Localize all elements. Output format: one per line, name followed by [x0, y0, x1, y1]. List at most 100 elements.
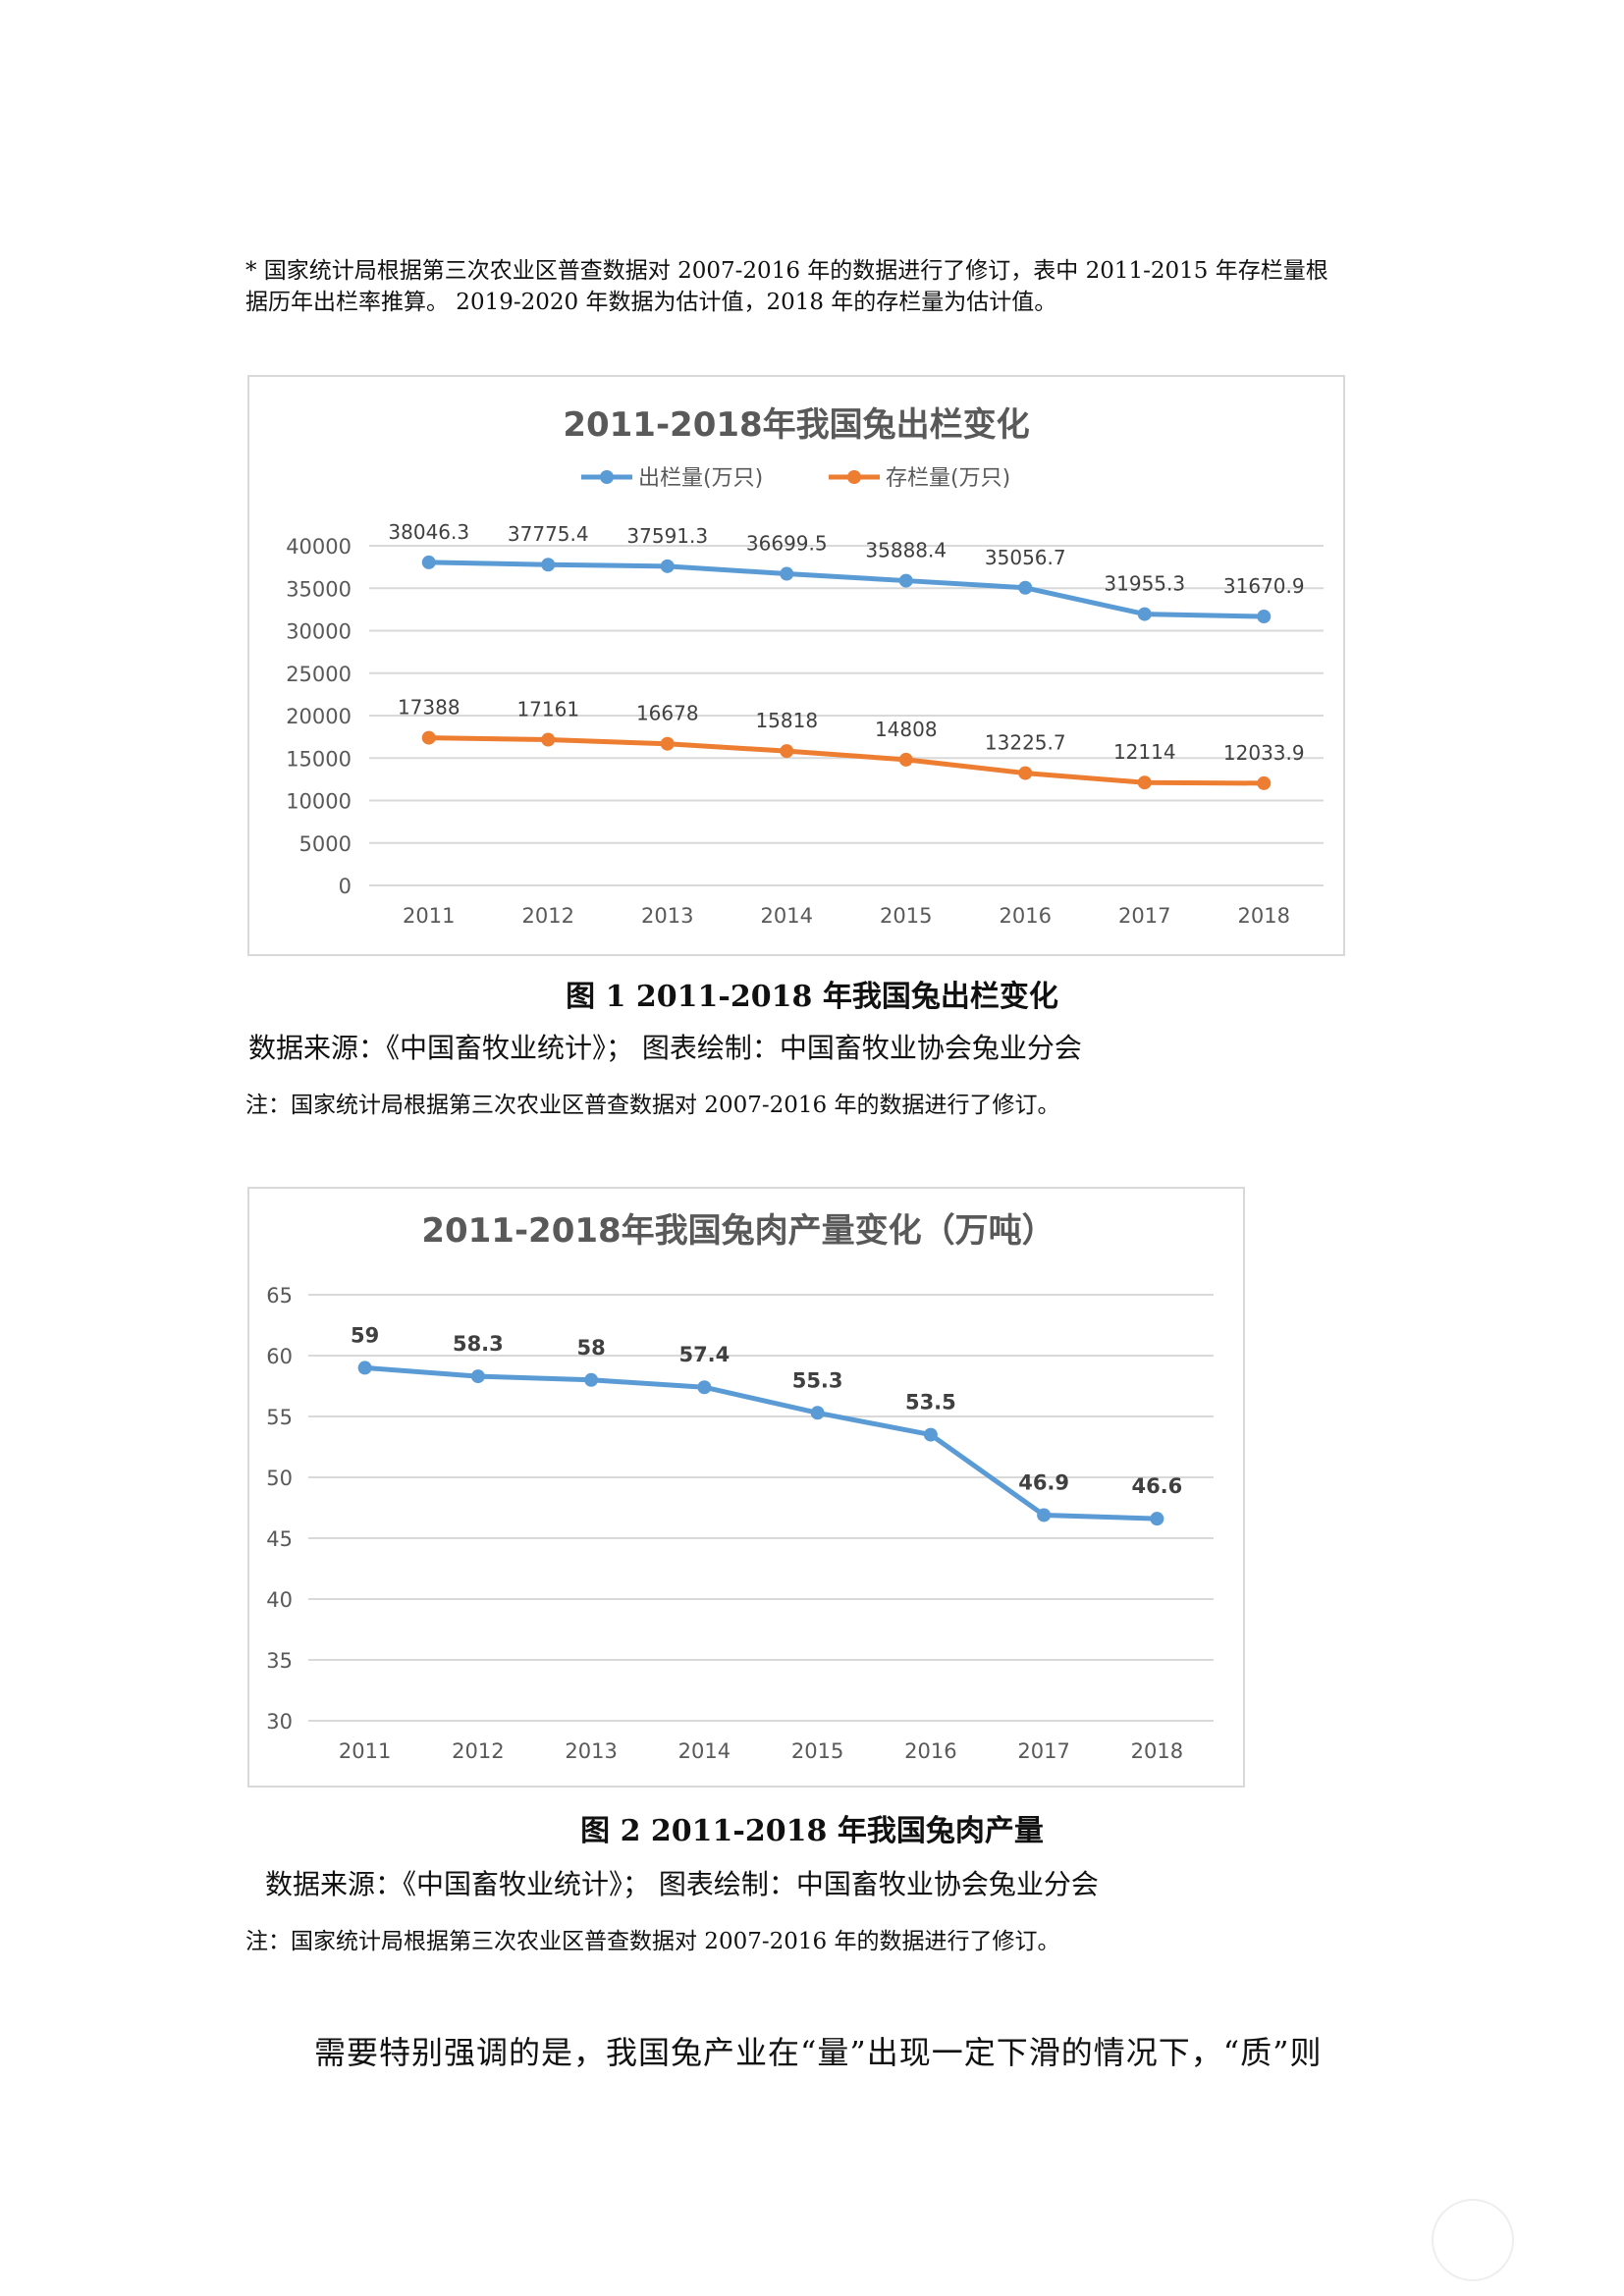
chart1-point — [1137, 607, 1152, 621]
chart1-data-label: 13225.7 — [985, 731, 1066, 755]
chart2-point — [357, 1361, 372, 1375]
chart1-legend-label: 存栏量(万只) — [886, 466, 1010, 491]
chart2-point — [810, 1406, 825, 1420]
chart2-ytick-label: 60 — [266, 1345, 293, 1368]
chart2-xtick-label: 2011 — [339, 1739, 391, 1763]
chart2-xtick-label: 2016 — [904, 1739, 956, 1763]
chart2-data-label: 58.3 — [453, 1332, 504, 1356]
chart2-xtick-label: 2014 — [678, 1739, 731, 1763]
chart1-point — [898, 752, 913, 767]
chart2-point — [697, 1380, 712, 1395]
chart1-ytick-label: 15000 — [286, 747, 352, 771]
chart2-data-label: 55.3 — [792, 1368, 843, 1392]
figure2-caption: 图 2 2011-2018 年我国兔肉产量 — [580, 1814, 1044, 1848]
chart1-point — [421, 730, 436, 745]
chart1-ytick-label: 25000 — [286, 663, 352, 686]
chart1-data-label: 38046.3 — [388, 520, 469, 544]
chart2-frame: 2011-2018年我国兔肉产量变化（万吨） 30 35 40 45 50 55 60 65 20… — [247, 1187, 1245, 1788]
chart1-data-label: 35888.4 — [865, 539, 947, 562]
chart1-data-label: 31955.3 — [1104, 572, 1185, 596]
chart1-ytick-label: 0 — [339, 875, 352, 898]
chart1-xtick-label: 2014 — [761, 904, 813, 928]
chart1-data-label: 14808 — [875, 718, 938, 741]
chart2-title: 2011-2018年我国兔肉产量变化（万吨） — [421, 1211, 1055, 1251]
chart1-point — [780, 566, 794, 581]
chart1-data-label: 16678 — [636, 702, 699, 725]
body-paragraph: 需要特别强调的是，我国兔产业在“量”出现一定下滑的情况下，“质”则 — [314, 2034, 1323, 2071]
chart2-svg: 2011-2018年我国兔肉产量变化（万吨） 30 35 40 45 50 55 60 65 20… — [266, 1211, 1214, 1763]
watermark-logo — [1432, 2199, 1514, 2281]
chart2-ytick-label: 55 — [266, 1406, 293, 1429]
chart1-frame: 2011-2018年我国兔出栏变化 0 5000 10000 15000 20000 250… — [247, 375, 1345, 956]
chart1-data-label: 15818 — [755, 709, 818, 732]
figure1-note: 注：国家统计局根据第三次农业区普查数据对 2007-2016 年的数据进行了修订… — [245, 1093, 1060, 1118]
chart1-data-label: 35056.7 — [985, 546, 1066, 569]
chart1-data-label: 12114 — [1113, 740, 1176, 764]
chart1-series-line-0 — [428, 560, 1265, 619]
chart1-title: 2011-2018年我国兔出栏变化 — [563, 405, 1029, 445]
chart1-data-label: 17388 — [398, 696, 460, 720]
chart1-point — [1018, 580, 1033, 595]
chart1-point — [1257, 610, 1272, 624]
chart1-xtick-label: 2016 — [1000, 904, 1052, 928]
chart2-xtick-label: 2012 — [452, 1739, 504, 1763]
chart1-xtick-label: 2018 — [1238, 904, 1290, 928]
chart2-data-label: 59 — [351, 1323, 379, 1347]
chart1-data-label: 37591.3 — [626, 524, 708, 548]
chart2-xtick-label: 2017 — [1017, 1739, 1069, 1763]
chart1-ytick-label: 20000 — [286, 705, 352, 728]
chart1-ytick-label: 40000 — [286, 535, 352, 559]
chart1-point — [780, 744, 794, 759]
chart2-ytick-label: 35 — [266, 1649, 293, 1673]
figure2-note: 注：国家统计局根据第三次农业区普查数据对 2007-2016 年的数据进行了修订… — [245, 1929, 1060, 1954]
chart1-ytick-label: 10000 — [286, 790, 352, 814]
chart1-data-label: 37775.4 — [508, 522, 589, 546]
chart2-data-label: 57.4 — [678, 1343, 730, 1366]
chart2-data-label: 46.6 — [1131, 1474, 1182, 1498]
chart1-svg: 2011-2018年我国兔出栏变化 0 5000 10000 15000 20000 250… — [286, 405, 1324, 928]
chart2-data-label: 53.5 — [905, 1391, 956, 1415]
chart2-point — [1037, 1508, 1052, 1522]
chart2-xtick-label: 2018 — [1131, 1739, 1183, 1763]
chart2-series-line-0 — [364, 1364, 1158, 1522]
chart2-point — [584, 1372, 599, 1387]
chart1-data-label: 36699.5 — [746, 532, 828, 556]
chart2-point — [923, 1427, 938, 1442]
chart1-point — [541, 732, 556, 747]
chart2-point — [1150, 1512, 1164, 1526]
chart1-xtick-label: 2017 — [1118, 904, 1170, 928]
chart1-point — [898, 573, 913, 588]
chart2-xtick-label: 2013 — [565, 1739, 617, 1763]
chart1-point — [541, 558, 556, 572]
chart1-point — [1137, 775, 1152, 790]
chart1-xtick-label: 2011 — [403, 904, 455, 928]
chart2-ytick-label: 50 — [266, 1467, 293, 1490]
chart1-data-label: 12033.9 — [1223, 741, 1305, 765]
chart2-ytick-label: 65 — [266, 1284, 293, 1308]
chart2-ytick-label: 40 — [266, 1588, 293, 1612]
figure1-source: 数据来源：《中国畜牧业统计》； 图表绘制：中国畜牧业协会兔业分会 — [248, 1032, 1082, 1064]
chart2-ytick-label: 30 — [266, 1710, 293, 1734]
chart1-point — [421, 555, 436, 569]
chart2-point — [470, 1369, 485, 1384]
chart1-legend-marker — [847, 470, 861, 484]
chart2-data-label: 58 — [577, 1336, 606, 1360]
chart1-point — [1257, 775, 1272, 790]
chart1-data-label: 17161 — [516, 698, 579, 721]
chart2-xtick-label: 2015 — [791, 1739, 843, 1763]
chart1-ytick-label: 35000 — [286, 577, 352, 601]
chart1-xtick-label: 2015 — [880, 904, 932, 928]
chart1-xtick-label: 2013 — [641, 904, 693, 928]
top-note-line1: * 国家统计局根据第三次农业区普查数据对 2007-2016 年的数据进行了修订… — [245, 258, 1328, 284]
chart1-legend-label: 出栏量(万只) — [638, 466, 763, 491]
chart2-ytick-label: 45 — [266, 1527, 293, 1551]
chart1-point — [660, 559, 675, 573]
chart1-legend-marker — [600, 470, 614, 484]
chart1-xtick-label: 2012 — [522, 904, 574, 928]
chart1-point — [1018, 766, 1033, 780]
top-note-line2: 据历年出栏率推算。 2019-2020 年数据为估计值，2018 年的存栏量为估… — [245, 290, 1057, 315]
figure2-source: 数据来源：《中国畜牧业统计》； 图表绘制：中国畜牧业协会兔业分会 — [265, 1868, 1099, 1900]
chart1-ytick-label: 30000 — [286, 620, 352, 644]
chart2-data-label: 46.9 — [1018, 1470, 1069, 1494]
top-note: * 国家统计局根据第三次农业区普查数据对 2007-2016 年的数据进行了修订… — [245, 255, 1384, 318]
